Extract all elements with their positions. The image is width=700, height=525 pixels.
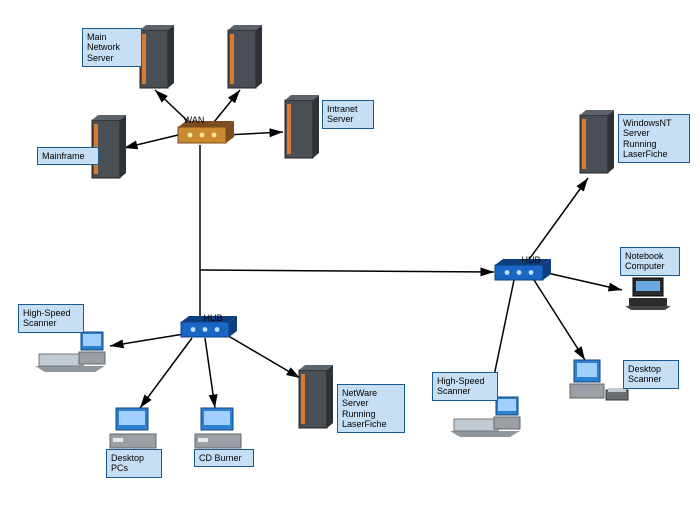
diagram-canvas: [0, 0, 700, 525]
high-speed-scanner-icon: [35, 332, 105, 372]
laptop-icon: [625, 278, 671, 310]
high-speed-scanner-icon: [450, 397, 520, 437]
label-winnt: WindowsNT Server Running LaserFiche: [618, 114, 690, 163]
label-intranet: Intranet Server: [322, 100, 374, 129]
label-netware: NetWare Server Running LaserFiche: [337, 384, 405, 433]
label-notebook: Notebook Computer: [620, 247, 680, 276]
pc-icon: [195, 408, 241, 448]
server-icon: [285, 95, 319, 158]
server-icon: [140, 25, 174, 88]
label-hub2: HUB: [518, 255, 544, 265]
label-hs_scanner1: High-Speed Scanner: [18, 304, 84, 333]
server-icon: [299, 365, 333, 428]
network-diagram: Main Network Server Intranet Server Mainfr…: [0, 0, 700, 525]
label-desktop_pcs: Desktop PCs: [106, 449, 162, 478]
desktop-scanner-icon: [570, 360, 628, 400]
server-icon: [228, 25, 262, 88]
server-icon: [580, 110, 614, 173]
pc-icon: [110, 408, 156, 448]
label-hs_scanner2: High-Speed Scanner: [432, 372, 498, 401]
label-mainframe: Mainframe: [37, 147, 99, 165]
label-wan: WAN: [179, 115, 209, 125]
label-desktop_scan: Desktop Scanner: [623, 360, 679, 389]
label-cd_burner: CD Burner: [194, 449, 254, 467]
label-hub1: HUB: [200, 313, 226, 323]
label-main_server: Main Network Server: [82, 28, 142, 67]
